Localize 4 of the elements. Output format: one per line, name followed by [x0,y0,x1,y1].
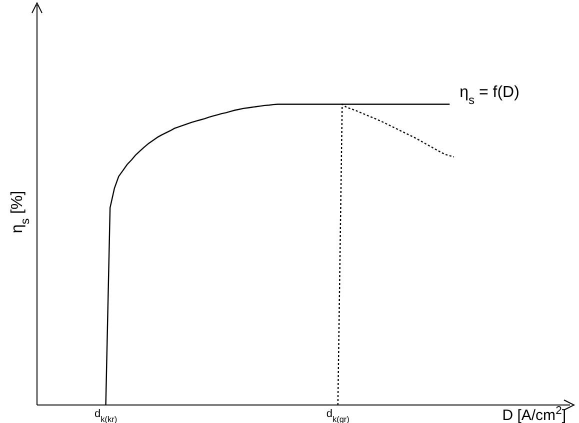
annotation: η$_{s}$ = f(D) [460,84,520,108]
x-tick-label: d$_{k(gr)}$ [326,408,350,423]
x-tick-label: d$_{k(kr)}$ [94,408,118,423]
x-axis-title: D [A/cm$^{2}$] [502,405,566,423]
